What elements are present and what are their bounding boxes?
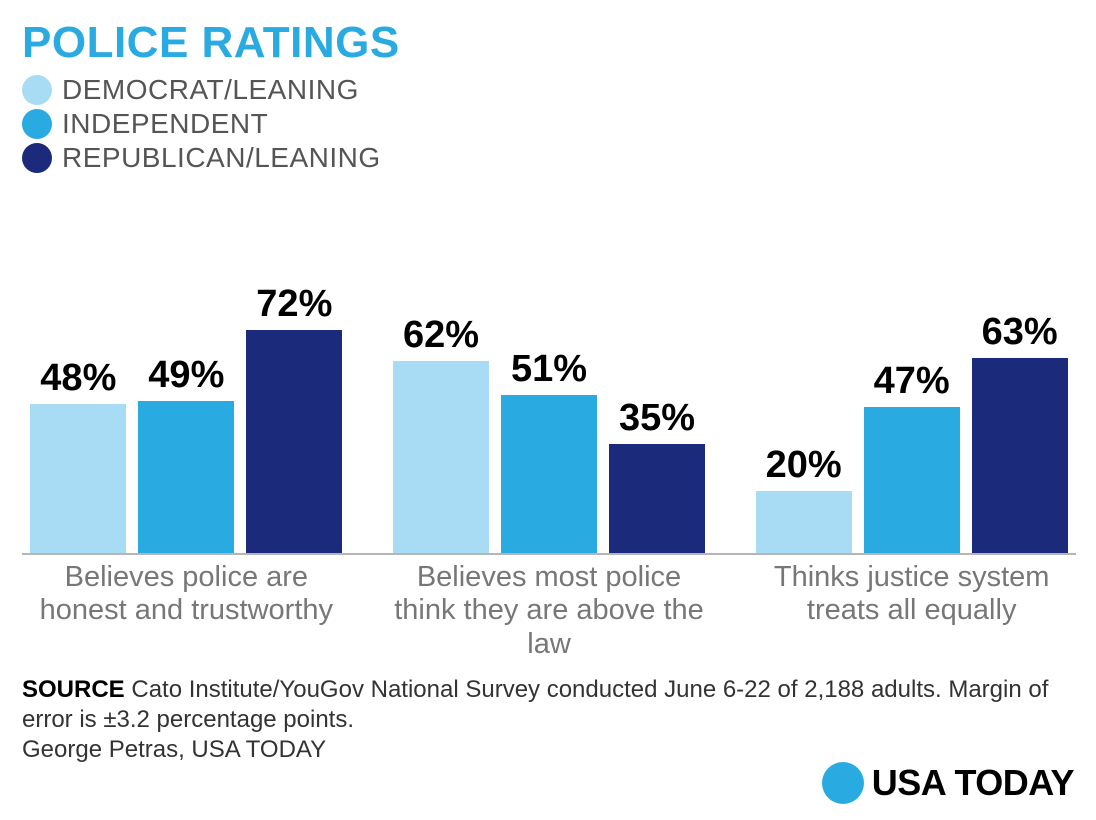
bar	[864, 407, 960, 553]
bar-group-0: 48% 49% 72%	[30, 190, 343, 553]
bar	[138, 401, 234, 553]
bar	[609, 444, 705, 553]
bar	[393, 361, 489, 553]
bar-value: 63%	[982, 311, 1058, 354]
chart-title: POLICE RATINGS	[22, 18, 1076, 68]
bar	[756, 491, 852, 553]
legend-item: REPUBLICAN/LEANING	[22, 142, 1076, 174]
credit: George Petras, USA TODAY	[22, 736, 326, 763]
bar-group-2: 20% 47% 63%	[755, 190, 1068, 553]
legend-label: INDEPENDENT	[62, 108, 268, 140]
bar-republican: 72%	[246, 190, 342, 553]
brand-dot-icon	[822, 762, 864, 804]
source-label: SOURCE	[22, 676, 125, 703]
x-label: Believes most police think they are abov…	[393, 561, 706, 661]
legend-item: DEMOCRAT/LEANING	[22, 74, 1076, 106]
bar-republican: 63%	[972, 190, 1068, 553]
legend-swatch-independent	[22, 109, 52, 139]
bar-democrat: 48%	[30, 190, 126, 553]
footer: SOURCE Cato Institute/YouGov National Su…	[22, 675, 1076, 765]
bar-group-1: 62% 51% 35%	[393, 190, 706, 553]
bar	[501, 395, 597, 553]
x-label: Thinks justice system treats all equally	[755, 561, 1068, 661]
bar-republican: 35%	[609, 190, 705, 553]
legend-swatch-republican	[22, 143, 52, 173]
bar	[246, 330, 342, 553]
bar-independent: 49%	[138, 190, 234, 553]
chart-area: 48% 49% 72% 62% 51% 35% 20%	[22, 190, 1076, 555]
legend: DEMOCRAT/LEANING INDEPENDENT REPUBLICAN/…	[22, 74, 1076, 174]
bar-independent: 51%	[501, 190, 597, 553]
legend-item: INDEPENDENT	[22, 108, 1076, 140]
x-axis-labels: Believes police are honest and trustwort…	[22, 555, 1076, 661]
bar-value: 72%	[256, 283, 332, 326]
bar-value: 35%	[619, 397, 695, 440]
bar-value: 49%	[148, 354, 224, 397]
brand-logo: USA TODAY	[822, 762, 1074, 804]
legend-label: REPUBLICAN/LEANING	[62, 142, 381, 174]
bar-value: 48%	[40, 357, 116, 400]
bar-democrat: 62%	[393, 190, 489, 553]
bar-independent: 47%	[864, 190, 960, 553]
x-label: Believes police are honest and trustwort…	[30, 561, 343, 661]
bar-value: 47%	[874, 360, 950, 403]
bar-democrat: 20%	[756, 190, 852, 553]
brand-text: USA TODAY	[872, 762, 1074, 804]
legend-label: DEMOCRAT/LEANING	[62, 74, 359, 106]
legend-swatch-democrat	[22, 75, 52, 105]
bar-value: 51%	[511, 348, 587, 391]
bar	[30, 404, 126, 553]
bar	[972, 358, 1068, 553]
source-text: Cato Institute/YouGov National Survey co…	[22, 676, 1048, 733]
bar-value: 20%	[766, 444, 842, 487]
bar-value: 62%	[403, 314, 479, 357]
